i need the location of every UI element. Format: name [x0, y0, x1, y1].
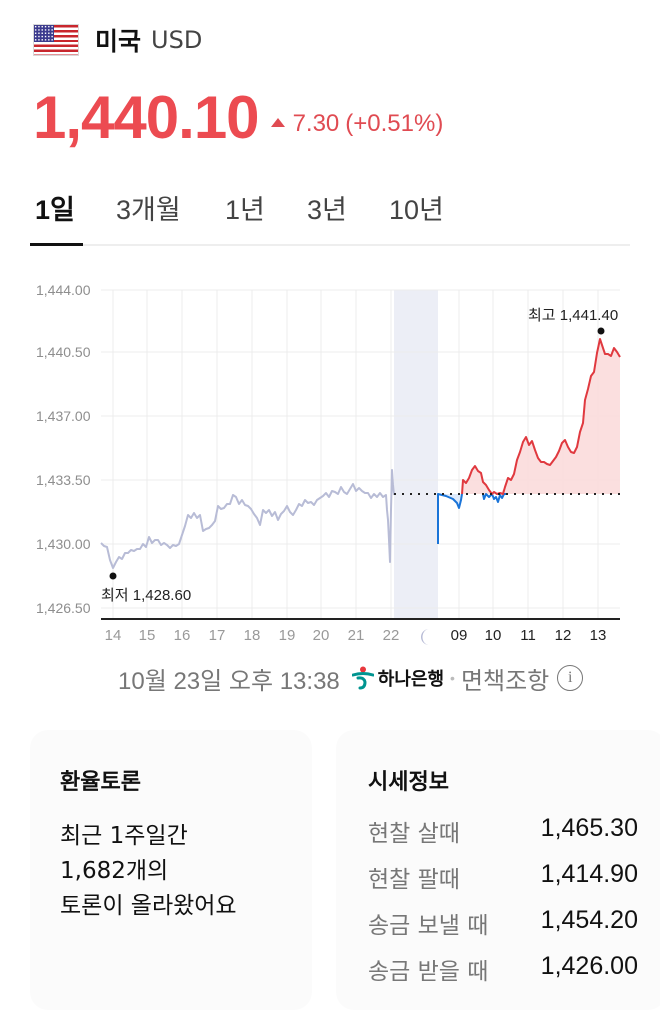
us-flag-icon	[33, 24, 79, 56]
quote-value: 1,465.30	[540, 814, 638, 842]
up-triangle-icon	[270, 118, 285, 127]
x-tick: 17	[208, 627, 226, 644]
change-amount: 7.30	[292, 110, 340, 137]
high-point-marker	[597, 327, 605, 335]
y-tick: 1,440.50	[36, 344, 91, 360]
x-tick: 09	[450, 627, 468, 644]
tab-1y[interactable]: 1년	[225, 195, 265, 225]
currency-header: 미국 USD	[33, 22, 202, 58]
update-timestamp: 10월 23일 오후 13:38	[118, 667, 340, 695]
rate-change: 7.30 (+0.51%)	[270, 110, 444, 138]
night-session-shade	[394, 290, 438, 619]
quote-label: 송금 보낼 때	[368, 913, 489, 939]
x-tick: 16	[173, 627, 191, 644]
discussion-text-line: 토론이 올라왔어요	[60, 893, 237, 919]
market-info-card[interactable]: 시세정보 현찰 살때 1,465.30 현찰 팔때 1,414.90 송금 보낼…	[336, 730, 660, 1010]
quote-label: 송금 받을 때	[368, 959, 489, 985]
market-info-title: 시세정보	[368, 770, 449, 795]
today-below-fill	[438, 494, 462, 508]
chart-canvas	[100, 289, 621, 620]
disclaimer-link[interactable]: 면책조항	[460, 667, 550, 695]
tab-track	[30, 244, 630, 246]
country-name: 미국	[95, 27, 142, 56]
quote-row-wire-receive: 송금 받을 때 1,426.00	[368, 952, 638, 986]
x-tick: 12	[554, 627, 572, 644]
hana-bank-logo-icon	[351, 666, 374, 690]
x-tick: 20	[312, 627, 330, 644]
x-tick: 19	[278, 627, 296, 644]
x-tick: 15	[138, 627, 156, 644]
discussion-title: 환율토론	[60, 770, 141, 795]
quote-label: 현찰 살때	[368, 821, 460, 847]
currency-code: USD	[151, 26, 203, 54]
y-tick: 1,430.00	[36, 536, 91, 552]
quote-row-wire-send: 송금 보낼 때 1,454.20	[368, 906, 638, 940]
tab-3y[interactable]: 3년	[307, 195, 347, 225]
change-percent: (+0.51%)	[345, 110, 444, 137]
high-annotation: 최고 1,441.40	[528, 307, 619, 324]
tab-3m[interactable]: 3개월	[116, 195, 181, 225]
x-tick: 14	[104, 627, 122, 644]
today-below-line	[437, 493, 463, 544]
y-tick: 1,437.00	[36, 408, 91, 424]
current-rate: 1,440.10	[33, 84, 260, 151]
bank-name: 하나은행	[377, 669, 445, 689]
previous-day-line	[100, 469, 395, 569]
rate-chart[interactable]: 1,444.00 1,440.50 1,437.00 1,433.50 1,43…	[0, 270, 660, 650]
today-below-line-2	[482, 493, 506, 503]
quote-value: 1,414.90	[540, 860, 638, 888]
x-tick: 11	[520, 627, 536, 644]
quote-row-cash-sell: 현찰 팔때 1,414.90	[368, 860, 638, 894]
info-icon[interactable]: i	[557, 665, 584, 691]
x-tick: 10	[484, 627, 502, 644]
separator-dot: •	[450, 670, 455, 686]
quote-value: 1,454.20	[540, 906, 638, 934]
discussion-text-line: 1,682개의	[60, 858, 169, 884]
discussion-text-line: 최근 1주일간	[60, 823, 188, 849]
horizontal-gridlines	[101, 289, 620, 609]
quote-label: 현찰 팔때	[368, 867, 460, 893]
x-tick: 21	[347, 627, 365, 644]
x-tick: 13	[589, 627, 607, 644]
discussion-card[interactable]: 환율토론 최근 1주일간 1,682개의 토론이 올라왔어요	[30, 730, 312, 1010]
moon-icon	[421, 629, 429, 645]
y-tick: 1,433.50	[36, 472, 91, 488]
y-tick: 1,426.50	[36, 600, 91, 616]
low-annotation: 최저 1,428.60	[101, 587, 192, 604]
tab-10y[interactable]: 10년	[389, 195, 444, 225]
low-point-marker	[109, 572, 117, 580]
x-tick: 18	[243, 627, 261, 644]
tab-1d[interactable]: 1일	[35, 195, 75, 225]
price-row: 1,440.10 7.30 (+0.51%)	[33, 80, 443, 150]
active-tab-indicator	[30, 243, 83, 246]
quote-value: 1,426.00	[540, 952, 638, 980]
today-above-line	[461, 338, 621, 495]
source-row: 10월 23일 오후 13:38 하나은행 • 면책조항 i	[118, 660, 584, 696]
period-tabs: 1일 3개월 1년 3년 10년	[0, 188, 660, 248]
x-tick: 22	[382, 627, 400, 644]
bank-source: 하나은행	[351, 665, 445, 691]
today-above-fill	[462, 339, 620, 494]
y-tick: 1,444.00	[36, 282, 91, 298]
quote-row-cash-buy: 현찰 살때 1,465.30	[368, 814, 638, 848]
